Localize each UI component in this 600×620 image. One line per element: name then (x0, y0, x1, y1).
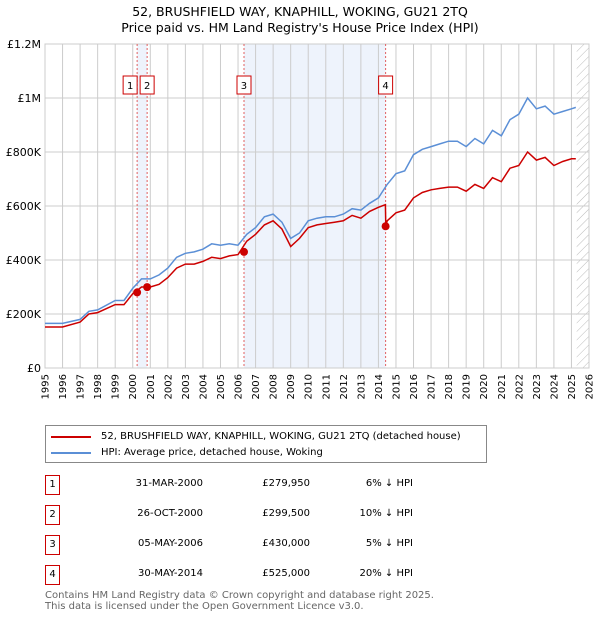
y-tick-label: £600K (6, 200, 42, 213)
transaction-price: £279,950 (262, 478, 310, 489)
x-tick-label: 2000 (128, 374, 139, 399)
chart: 1995 1996 1997 1998 1999 2000 2001 2002 2003 2004… (6, 38, 596, 399)
x-tick-label: 1996 (58, 374, 69, 399)
transaction-hpi-diff: 6% ↓ HPI (365, 478, 413, 489)
x-tick-label: 2021 (497, 374, 508, 399)
x-tick-label: 2002 (163, 374, 174, 399)
x-tick-label: 1995 (41, 374, 52, 399)
transaction-date: 30-MAY-2014 (137, 568, 203, 579)
x-tick-label: 2016 (409, 374, 420, 399)
x-tick-label: 2007 (251, 374, 262, 399)
x-tick-label: 2026 (585, 374, 596, 399)
x-tick-label: 1999 (111, 374, 122, 399)
red-line-swatch (51, 435, 91, 438)
sale-number-label: 4 (382, 81, 388, 92)
transaction-date: 31-MAR-2000 (135, 478, 203, 489)
x-tick-label: 2005 (216, 374, 227, 399)
footer-line-1: Contains HM Land Registry data © Crown c… (45, 590, 434, 601)
x-tick-label: 2025 (567, 374, 578, 399)
transaction-number-badge: 3 (45, 535, 60, 555)
property-price-line (45, 150, 576, 328)
x-tick-label: 2001 (146, 374, 157, 399)
transaction-row: 4 30-MAY-2014 £525,000 20% ↓ HPI (45, 565, 465, 585)
x-tick-label: 1997 (76, 374, 87, 399)
transaction-hpi-diff: 20% ↓ HPI (359, 568, 413, 579)
footer-line-2: This data is licensed under the Open Gov… (45, 601, 364, 612)
x-tick-label: 2013 (356, 374, 367, 399)
legend: 52, BRUSHFIELD WAY, KNAPHILL, WOKING, GU… (45, 425, 487, 463)
blue-line-swatch (51, 451, 91, 454)
x-tick-label: 2019 (462, 374, 473, 399)
transaction-row: 1 31-MAR-2000 £279,950 6% ↓ HPI (45, 475, 465, 495)
sale-number-label: 1 (127, 81, 133, 92)
y-tick-label: £1.2M (7, 38, 41, 51)
sale-number-box (122, 75, 138, 95)
sale-number-box (139, 75, 155, 95)
sale-point (133, 288, 142, 297)
sale-point (381, 222, 390, 231)
legend-item-hpi: HPI: Average price, detached house, Woki… (51, 447, 323, 458)
x-tick-label: 2003 (181, 374, 192, 399)
x-tick-label: 2014 (374, 374, 385, 399)
chart-title: 52, BRUSHFIELD WAY, KNAPHILL, WOKING, GU… (132, 4, 468, 19)
sale-point (239, 247, 248, 256)
x-tick-label: 2017 (427, 374, 438, 399)
x-tick-label: 2004 (198, 374, 209, 399)
x-tick-label: 2011 (321, 374, 332, 399)
x-tick-label: 2020 (479, 374, 490, 399)
x-tick-label: 2015 (391, 374, 402, 399)
legend-item-property: 52, BRUSHFIELD WAY, KNAPHILL, WOKING, GU… (51, 431, 461, 442)
sale-number-label: 2 (144, 81, 150, 92)
y-tick-label: £400K (6, 254, 42, 267)
x-tick-label: 2018 (444, 374, 455, 399)
transaction-hpi-diff: 10% ↓ HPI (359, 508, 413, 519)
legend-label: 52, BRUSHFIELD WAY, KNAPHILL, WOKING, GU… (101, 431, 461, 442)
transaction-price: £525,000 (262, 568, 310, 579)
transaction-row: 3 05-MAY-2006 £430,000 5% ↓ HPI (45, 535, 465, 555)
x-tick-label: 2009 (286, 374, 297, 399)
x-tick-label: 2024 (549, 374, 560, 399)
x-tick-label: 2008 (269, 374, 280, 399)
x-tick-label: 2023 (532, 374, 543, 399)
x-tick-label: 2012 (339, 374, 350, 399)
sale-point (143, 283, 152, 292)
transaction-date: 05-MAY-2006 (137, 538, 203, 549)
x-tick-label: 1998 (93, 374, 104, 399)
sale-number-box (236, 75, 252, 95)
transaction-number-badge: 4 (45, 565, 60, 585)
transaction-number-badge: 1 (45, 475, 60, 495)
transaction-hpi-diff: 5% ↓ HPI (365, 538, 413, 549)
transaction-number-badge: 2 (45, 505, 60, 525)
y-tick-label: £1M (18, 92, 42, 105)
x-tick-label: 2022 (514, 374, 525, 399)
plot-frame (44, 43, 590, 369)
hpi-line (45, 96, 577, 325)
transaction-price: £299,500 (262, 508, 310, 519)
y-tick-label: £800K (6, 146, 42, 159)
sale-number-box (378, 75, 394, 95)
x-tick-label: 2010 (304, 374, 315, 399)
transaction-date: 26-OCT-2000 (137, 508, 203, 519)
transaction-price: £430,000 (262, 538, 310, 549)
x-tick-label: 2006 (234, 374, 245, 399)
transaction-row: 2 26-OCT-2000 £299,500 10% ↓ HPI (45, 505, 465, 525)
legend-label: HPI: Average price, detached house, Woki… (101, 447, 323, 458)
chart-subtitle: Price paid vs. HM Land Registry's House … (121, 20, 479, 35)
y-tick-label: £0 (27, 362, 41, 375)
y-tick-label: £200K (6, 308, 42, 321)
sale-number-label: 3 (241, 81, 247, 92)
